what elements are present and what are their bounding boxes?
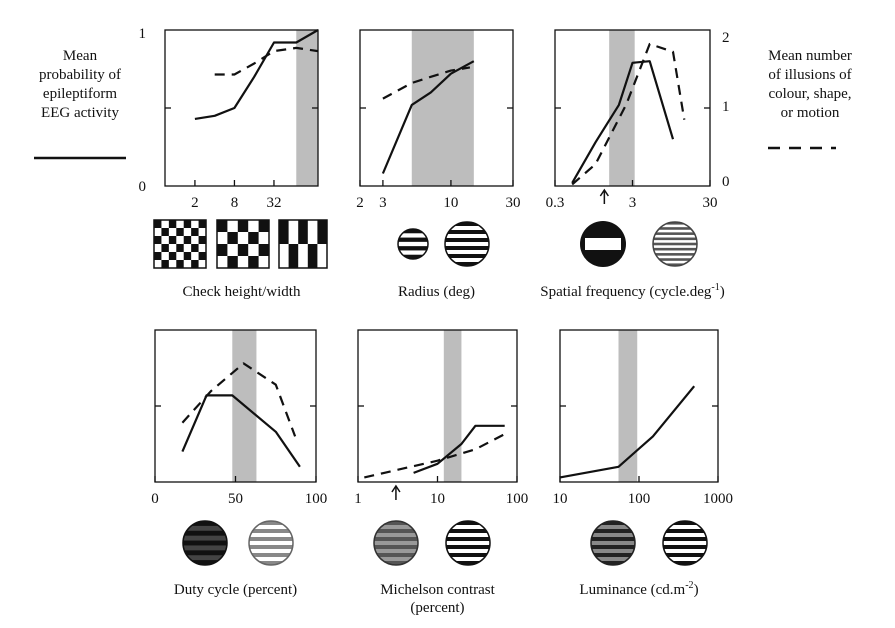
legend-solid: Mean probability of epileptiform EEG act… <box>34 48 126 160</box>
legend-dashed-line-3: colour, shape, <box>768 86 851 102</box>
x-tick-label: 2 <box>356 195 364 211</box>
plot-frame <box>559 329 719 483</box>
checker-1 <box>153 219 207 269</box>
x-axis-label: Duty cycle (percent) <box>174 582 297 598</box>
x-tick-label: 1000 <box>703 491 733 507</box>
panel-1: 2 8 32 Check height/width <box>153 29 328 300</box>
bright-grating-disc-icon <box>662 520 708 566</box>
x-tick-label: 3 <box>629 195 637 211</box>
solid-series-line <box>381 60 475 174</box>
legend-solid-line-4: EEG activity <box>41 105 119 121</box>
legend-solid-line-1: Mean <box>63 48 98 64</box>
x-tick-label: 32 <box>266 195 281 211</box>
x-tick-label: 10 <box>430 491 445 507</box>
x-axis-label: Luminance (cd.m-2) <box>579 580 698 598</box>
x-tick-label: 50 <box>228 491 243 507</box>
legend-solid-line-3: epileptiform <box>43 86 117 102</box>
x-tick-label: 100 <box>506 491 529 507</box>
x-tick-label: 10 <box>443 195 458 211</box>
light-grating-disc-icon <box>248 520 294 566</box>
checkerboard-square-icon <box>153 219 207 269</box>
dim-grating-disc-icon <box>590 520 636 566</box>
shaded-band <box>618 330 638 482</box>
legend-dashed: Mean number of illusions of colour, shap… <box>768 48 852 150</box>
small-grating-disc-icon <box>397 228 429 260</box>
solid-series-line <box>194 29 319 120</box>
dark-grating-disc-icon <box>182 520 228 566</box>
dashed-series-line <box>382 66 471 100</box>
checker-3 <box>278 219 328 269</box>
checkerboard-oblong-icon <box>216 219 270 269</box>
checker-2 <box>216 219 270 269</box>
legend-dashed-line-4: or motion <box>781 105 840 121</box>
right-axis-mid-tick: 1 <box>722 99 730 115</box>
fine-grating-disc-icon <box>652 221 698 267</box>
x-tick-label: 0 <box>151 491 159 507</box>
solid-series-line <box>571 60 675 184</box>
plot-frame <box>357 329 518 483</box>
x-tick-label: 8 <box>231 195 239 211</box>
arrow-marker <box>391 484 401 500</box>
x-axis-label: Check height/width <box>183 284 301 300</box>
right-axis-top-tick: 2 <box>722 30 730 46</box>
high-contrast-disc-icon <box>445 520 491 566</box>
single-bar-disc-icon <box>580 221 626 267</box>
plot-frame <box>164 29 319 187</box>
x-tick-label: 30 <box>506 195 521 211</box>
legend-dashed-line-2: of illusions of <box>768 67 851 83</box>
right-axis-bottom-tick: 0 <box>722 174 730 190</box>
x-axis-label: Radius (deg) <box>398 284 475 300</box>
dashed-series-line <box>364 433 506 479</box>
legend-solid-line-2: probability of <box>39 67 121 83</box>
x-axis-label: Michelson contrast <box>380 582 495 598</box>
panel-3: 0.3 3 30 Spatial frequency (cycle.deg-1) <box>540 29 725 300</box>
dashed-series-line <box>571 42 686 186</box>
dashed-series-line <box>214 46 319 76</box>
solid-series-line <box>413 424 505 474</box>
left-axis-top-tick: 1 <box>139 26 147 42</box>
solid-series-line <box>181 394 301 468</box>
x-tick-label: 0.3 <box>546 195 565 211</box>
x-tick-label: 2 <box>191 195 199 211</box>
x-tick-label: 100 <box>305 491 328 507</box>
checkerboard-tall-icon <box>278 219 328 269</box>
panel-6: 10 100 1000 Luminance (cd.m-2) <box>553 329 733 598</box>
shaded-band <box>443 330 462 482</box>
large-grating-disc-icon <box>444 221 490 267</box>
arrow-marker <box>599 188 609 204</box>
x-axis-label-line-2: (percent) <box>410 600 464 616</box>
shaded-band <box>411 30 474 186</box>
x-tick-label: 100 <box>628 491 651 507</box>
low-contrast-disc-icon <box>373 520 419 566</box>
panel-5: 1 10 100 Michelson contrast (percent) <box>354 329 529 616</box>
solid-series-line <box>559 385 696 479</box>
x-tick-label: 3 <box>379 195 387 211</box>
x-tick-label: 30 <box>703 195 718 211</box>
x-tick-label: 10 <box>553 491 568 507</box>
panel-2: 2 3 10 30 Radius (deg) <box>356 29 521 300</box>
panel-4: 0 50 100 Duty cycle (percent) <box>151 329 328 598</box>
x-tick-label: 1 <box>354 491 362 507</box>
shaded-band <box>296 30 318 186</box>
legend-dashed-line-1: Mean number <box>768 48 852 64</box>
dashed-series-line <box>181 362 297 437</box>
shaded-band <box>609 30 635 186</box>
x-axis-label: Spatial frequency (cycle.deg-1) <box>540 282 725 300</box>
left-axis-bottom-tick: 0 <box>139 179 147 195</box>
